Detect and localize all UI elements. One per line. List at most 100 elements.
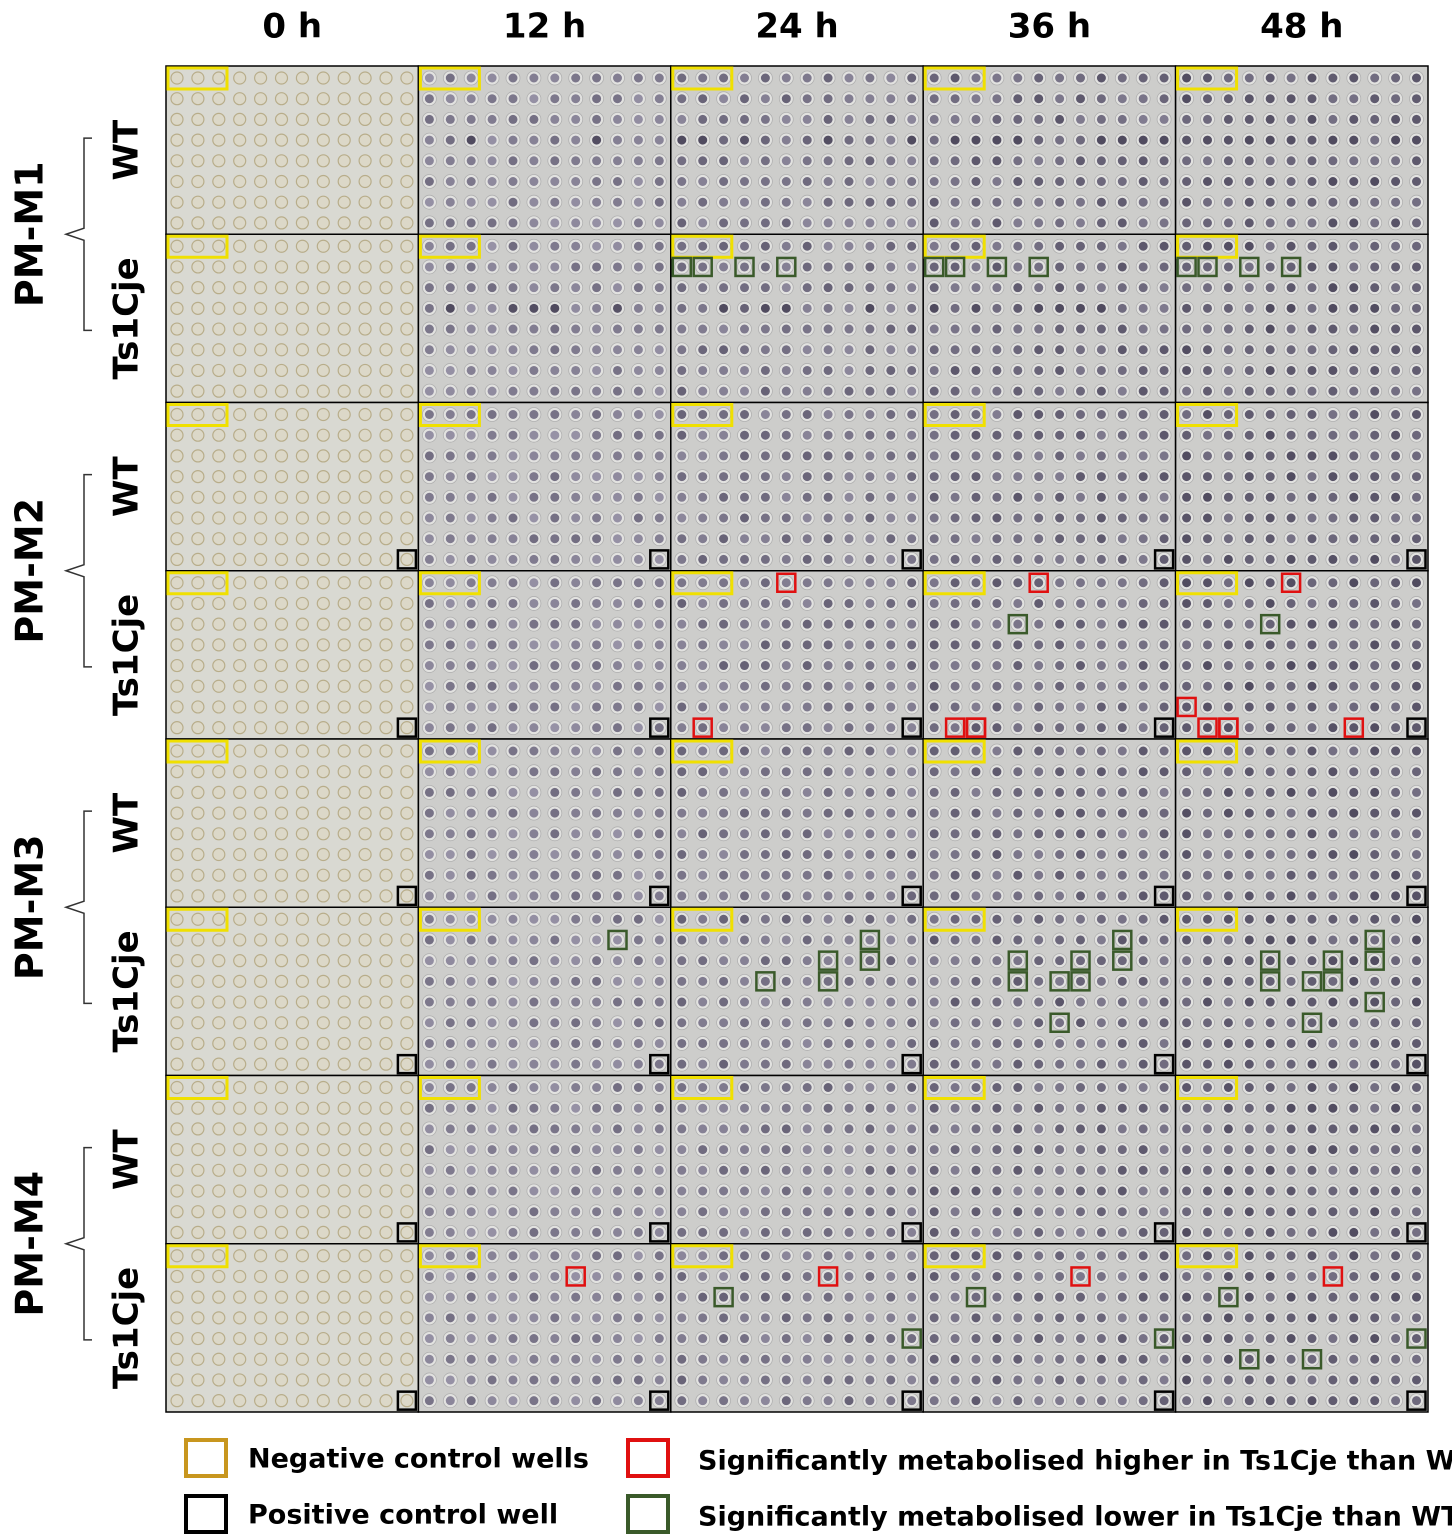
well <box>1055 620 1064 629</box>
well <box>782 514 791 523</box>
well <box>359 807 371 819</box>
well <box>1328 809 1337 818</box>
well <box>1139 871 1148 880</box>
well <box>359 429 371 441</box>
well <box>992 262 1001 271</box>
well <box>761 451 770 460</box>
well <box>1224 325 1233 334</box>
well <box>317 93 329 105</box>
well <box>1412 410 1421 419</box>
well <box>1308 723 1317 732</box>
well <box>845 871 854 880</box>
well <box>1076 493 1085 502</box>
well <box>761 177 770 186</box>
well <box>192 849 204 861</box>
well <box>907 747 916 756</box>
well <box>550 871 559 880</box>
well <box>1203 788 1212 797</box>
well <box>782 242 791 251</box>
well <box>488 829 497 838</box>
well <box>930 514 939 523</box>
well <box>401 512 413 524</box>
well <box>824 74 833 83</box>
well <box>1370 620 1379 629</box>
well <box>488 410 497 419</box>
well <box>865 555 874 564</box>
well <box>634 94 643 103</box>
well <box>529 115 538 124</box>
well <box>213 155 225 167</box>
well <box>930 578 939 587</box>
well <box>992 198 1001 207</box>
well <box>1097 198 1106 207</box>
well <box>296 701 308 713</box>
well <box>1160 387 1169 396</box>
well <box>338 639 350 651</box>
well <box>1370 829 1379 838</box>
well <box>803 620 812 629</box>
well <box>529 891 538 900</box>
well <box>865 599 874 608</box>
well <box>1391 891 1400 900</box>
well <box>1055 410 1064 419</box>
well <box>992 682 1001 691</box>
well <box>972 809 981 818</box>
well <box>1203 431 1212 440</box>
well <box>1349 534 1358 543</box>
well <box>1097 262 1106 271</box>
well <box>1412 493 1421 502</box>
well <box>1118 640 1127 649</box>
well <box>213 722 225 734</box>
well <box>1328 198 1337 207</box>
well <box>761 661 770 670</box>
well <box>171 196 183 208</box>
well <box>1034 262 1043 271</box>
well <box>930 94 939 103</box>
well <box>1245 74 1254 83</box>
well <box>529 74 538 83</box>
well <box>719 325 728 334</box>
well <box>1139 767 1148 776</box>
well <box>992 723 1001 732</box>
well <box>677 115 686 124</box>
well <box>907 935 916 944</box>
well <box>1034 871 1043 880</box>
well <box>1203 74 1212 83</box>
well <box>488 304 497 313</box>
well <box>1349 723 1358 732</box>
well <box>571 891 580 900</box>
well <box>698 599 707 608</box>
well <box>317 828 329 840</box>
well <box>972 514 981 523</box>
well <box>972 723 981 732</box>
well <box>886 1060 895 1069</box>
well <box>380 155 392 167</box>
well <box>592 451 601 460</box>
well <box>761 283 770 292</box>
well <box>213 786 225 798</box>
well <box>550 850 559 859</box>
well <box>1076 472 1085 481</box>
well <box>1076 829 1085 838</box>
well <box>592 767 601 776</box>
well <box>907 177 916 186</box>
well <box>234 196 246 208</box>
well <box>296 72 308 84</box>
well <box>1118 723 1127 732</box>
well <box>446 723 455 732</box>
well <box>845 74 854 83</box>
well <box>824 850 833 859</box>
well <box>992 915 1001 924</box>
well <box>930 723 939 732</box>
well <box>488 915 497 924</box>
well <box>1160 451 1169 460</box>
well <box>655 1060 664 1069</box>
well <box>592 998 601 1007</box>
well <box>803 998 812 1007</box>
well <box>677 534 686 543</box>
well <box>296 491 308 503</box>
well <box>1266 723 1275 732</box>
well <box>1266 620 1275 629</box>
well <box>529 829 538 838</box>
well <box>550 136 559 145</box>
